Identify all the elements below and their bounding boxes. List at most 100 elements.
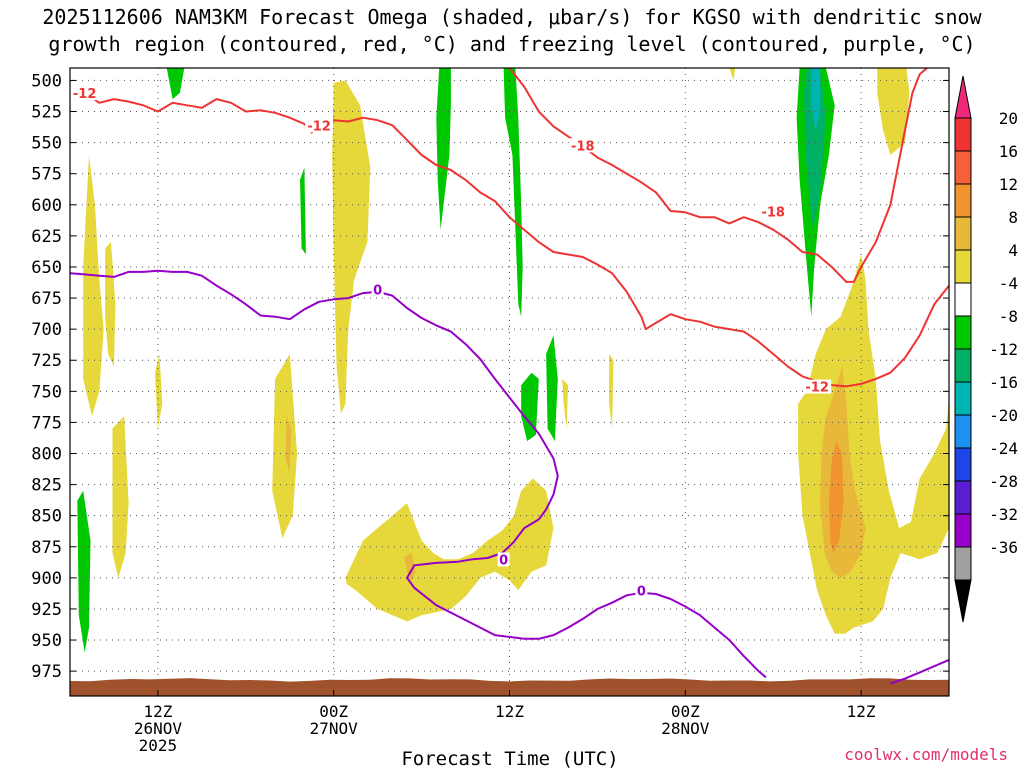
colorbar-band <box>954 546 972 581</box>
colorbar-band <box>954 183 972 218</box>
colorbar-top-arrow <box>954 75 972 119</box>
omega-region-6 <box>272 354 298 539</box>
contour-label: 0 <box>373 284 382 299</box>
y-tick-label: 975 <box>31 662 62 682</box>
omega-region-3 <box>112 416 129 578</box>
y-axis: 500 525 550 575 600 625 650 675 700 725 750 775 800 8… <box>31 71 949 682</box>
y-tick-label: 850 <box>31 507 62 527</box>
colorbar-band <box>954 315 972 350</box>
x-tick-label: 28NOV <box>661 719 710 738</box>
omega-region-8 <box>300 167 306 255</box>
colorbar-band <box>954 414 972 449</box>
colorbar-band <box>954 480 972 515</box>
contour-label: -18 <box>571 139 595 154</box>
omega-region-4 <box>155 354 163 429</box>
colorbar-band <box>954 513 972 548</box>
y-tick-label: 800 <box>31 445 62 465</box>
y-tick-label: 575 <box>31 165 62 185</box>
x-axis-title: Forecast Time (UTC) <box>401 748 618 768</box>
colorbar-label: -8 <box>999 307 1018 326</box>
y-tick-label: 550 <box>31 134 62 154</box>
omega-region-5 <box>166 68 185 100</box>
colorbar-label: -28 <box>989 472 1018 491</box>
colorbar-label: 12 <box>999 175 1018 194</box>
contour-label: -12 <box>307 119 331 134</box>
colorbar-band <box>954 282 972 317</box>
contour-label-bg <box>371 282 384 297</box>
y-tick-label: 725 <box>31 351 62 371</box>
x-tick-label: 12Z <box>495 702 524 721</box>
contour-label: -12 <box>805 381 829 396</box>
omega-region-20 <box>804 68 826 230</box>
colorbar-band <box>954 216 972 251</box>
x-tick-label: 00Z <box>319 702 348 721</box>
contour-label: -12 <box>73 87 97 102</box>
contour-line-2 <box>69 269 767 679</box>
contour-layer <box>69 67 950 685</box>
omega-region-7 <box>285 416 292 473</box>
y-tick-label: 825 <box>31 476 62 496</box>
contour-label-bg <box>568 138 597 153</box>
contour-label: 0 <box>637 585 646 600</box>
credit-text: coolwx.com/models <box>844 745 1008 764</box>
omega-shading-layer <box>77 68 949 653</box>
y-tick-label: 925 <box>31 600 62 620</box>
colorbar-label: -4 <box>999 274 1018 293</box>
colorbar-label: -20 <box>989 406 1018 425</box>
contour-line-3 <box>890 658 950 685</box>
contour-line-0 <box>69 91 950 388</box>
omega-region-12 <box>436 68 451 230</box>
omega-region-2 <box>105 242 116 367</box>
omega-region-22 <box>877 68 910 155</box>
colorbar-label: 16 <box>999 142 1018 161</box>
grid-layer <box>70 68 949 696</box>
y-tick-label: 625 <box>31 227 62 247</box>
omega-region-15 <box>546 335 558 442</box>
y-tick-label: 700 <box>31 320 62 340</box>
y-tick-label: 950 <box>31 631 62 651</box>
x-tick-label: 2025 <box>139 736 178 755</box>
contour-label-layer: -12 -12 -18 -18 -12 0 0 0 <box>70 86 832 600</box>
omega-region-1 <box>77 490 91 653</box>
x-tick-label: 27NOV <box>310 719 359 738</box>
contour-label-bg <box>305 118 334 133</box>
omega-region-14 <box>521 372 539 442</box>
colorbar-label: 4 <box>1008 241 1018 260</box>
colorbar-label: -24 <box>989 439 1018 458</box>
y-tick-label: 775 <box>31 413 62 433</box>
colorbar-band <box>954 348 972 383</box>
colorbar-label: -16 <box>989 373 1018 392</box>
contour-label-bg <box>803 379 832 394</box>
omega-region-16 <box>562 378 569 429</box>
contour-label-bg <box>759 204 788 219</box>
chart-title-line2: growth region (contoured, red, °C) and f… <box>48 32 975 56</box>
contour-label-bg <box>635 583 648 598</box>
colorbar-band <box>954 381 972 416</box>
colorbar-band <box>954 447 972 482</box>
omega-region-0 <box>83 155 104 417</box>
omega-region-11 <box>404 553 416 585</box>
y-tick-label: 875 <box>31 538 62 558</box>
x-tick-label: 26NOV <box>134 719 183 738</box>
omega-region-13 <box>503 68 523 317</box>
y-tick-label: 500 <box>31 71 62 91</box>
y-tick-label: 650 <box>31 258 62 278</box>
contour-label: 0 <box>499 553 508 568</box>
chart-title-line1: 2025112606 NAM3KM Forecast Omega (shaded… <box>42 5 982 29</box>
contour-label-bg <box>497 552 510 567</box>
colorbar-band <box>954 249 972 284</box>
omega-region-18 <box>729 68 736 81</box>
omega-region-10 <box>345 478 554 622</box>
colorbar-label: 8 <box>1008 208 1018 227</box>
y-tick-label: 750 <box>31 382 62 402</box>
y-tick-label: 675 <box>31 289 62 309</box>
colorbar-label: -12 <box>989 340 1018 359</box>
colorbar-band <box>954 150 972 185</box>
contour-label: -18 <box>761 205 785 220</box>
x-tick-label: 00Z <box>671 702 700 721</box>
colorbar-bottom-arrow <box>954 579 972 623</box>
y-tick-label: 600 <box>31 196 62 216</box>
colorbar: 20 16 12 8 4 -4 -8 -12 -16 -20 -24 -28 -32 -36 <box>954 75 1018 623</box>
colorbar-label: 20 <box>999 109 1018 128</box>
